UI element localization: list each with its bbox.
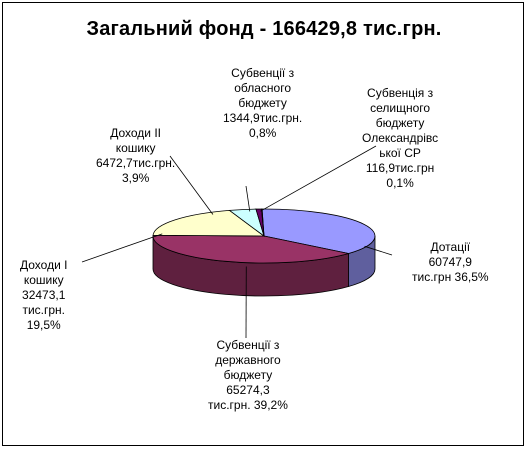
data-label-line: 0,8% (248, 126, 277, 140)
data-label-line: селищного (370, 101, 431, 115)
leader-line-субвенції-з-обласного-бюджету (245, 185, 251, 212)
data-label-line: ької СР (379, 146, 421, 160)
data-label-субвенції-з-державного-бюджету: Субвенції з державного бюджету 65274,3 тис.г… (208, 338, 288, 413)
data-label-line: 116,9тис.грн (365, 161, 435, 175)
data-label-line: Доходи ІІ (110, 126, 162, 140)
data-label-line: Доходи І (20, 258, 68, 272)
data-label-line: тис.грн. 39,2% (208, 398, 288, 412)
data-label-субвенції-з-обласного-бюджету: Субвенції з обласного бюджету 1344,9тис.грн… (223, 66, 302, 141)
leader-line-субвенція-з-селищного-бюджету-олександрівської-ср (260, 145, 377, 212)
data-label-line: 32473,1 (22, 288, 66, 302)
data-label-дотації: Дотації 60747,9 тис.грн 36,5% (412, 240, 489, 285)
pie-slice-субвенції-з-державного-бюджету (152, 234, 349, 264)
data-label-line: 1344,9тис.грн. (223, 111, 303, 125)
pie-slice-субвенція-з-селищного-бюджету-олександрівської-ср (261, 208, 265, 237)
leader-line-дотації (364, 245, 393, 256)
data-label-line: 0,1% (386, 176, 414, 190)
data-label-line: Субвенції з (216, 338, 280, 352)
data-label-line: тис.грн 36,5% (412, 270, 489, 284)
data-label-line: Субвенція з (367, 86, 434, 100)
data-label-line: тис.грн. (22, 303, 65, 317)
pie-slice-доходи-і-кошику (152, 209, 266, 237)
data-label-line: кошику (115, 141, 156, 155)
data-label-line: бюджету (238, 96, 287, 110)
data-label-line: 65274,3 (226, 383, 270, 397)
data-label-субвенція-з-селищного-бюджету-олександрівської-ср: Субвенція з селищного бюджету Олександрівс ь… (362, 86, 438, 191)
chart-title: Загальний фонд - 166429,8 тис.грн. (86, 18, 442, 40)
data-label-line: обласного (234, 81, 292, 95)
data-label-line: Дотації (430, 240, 471, 254)
leader-line-доходи-і-кошику (81, 233, 163, 263)
data-label-line: 60747,9 (428, 255, 472, 269)
data-label-line: бюджету (375, 116, 425, 130)
data-label-line: бюджету (223, 368, 273, 382)
data-label-line: Олександрівс (362, 131, 439, 145)
data-label-line: 19,5% (26, 318, 61, 332)
data-label-line: 6472,7тис.грн. (96, 156, 176, 170)
leader-line-доходи-іі-кошику (169, 155, 214, 215)
pie-slice-дотації (261, 208, 376, 254)
data-label-line: кошику (23, 273, 64, 287)
data-label-line: державного (215, 353, 281, 367)
data-label-line: 3,9% (121, 171, 150, 185)
data-label-доходи-іі-кошику: Доходи ІІ кошику 6472,7тис.грн. 3,9% (96, 126, 175, 186)
data-label-line: Субвенції з (231, 66, 295, 80)
